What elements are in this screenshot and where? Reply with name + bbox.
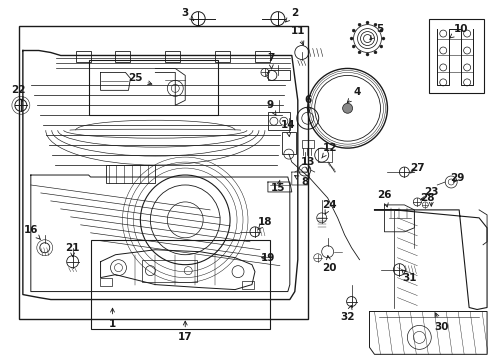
- Text: 30: 30: [433, 313, 447, 332]
- Bar: [76, 50, 90, 62]
- Text: 10: 10: [448, 24, 468, 38]
- Text: 19: 19: [260, 253, 275, 263]
- Bar: [19, 26, 307, 319]
- Bar: [142, 260, 197, 282]
- Bar: [267, 71, 289, 80]
- Text: 13: 13: [300, 157, 314, 171]
- Circle shape: [373, 23, 376, 26]
- Bar: [281, 132, 295, 154]
- Text: 3: 3: [181, 8, 193, 21]
- Circle shape: [379, 45, 382, 48]
- Text: 9: 9: [266, 100, 276, 116]
- Bar: [317, 148, 331, 162]
- Text: 6: 6: [304, 95, 311, 112]
- Bar: [267, 112, 289, 130]
- Text: 27: 27: [409, 163, 424, 173]
- Circle shape: [357, 51, 360, 54]
- Bar: [105, 165, 155, 183]
- Text: 5: 5: [369, 24, 382, 40]
- Text: 2: 2: [285, 8, 298, 22]
- Text: 32: 32: [340, 305, 354, 323]
- Text: 12: 12: [321, 143, 336, 158]
- Text: 15: 15: [270, 180, 285, 193]
- Circle shape: [366, 21, 368, 24]
- Text: 22: 22: [12, 85, 26, 102]
- Text: 26: 26: [376, 190, 391, 207]
- Text: 8: 8: [294, 176, 308, 187]
- Circle shape: [351, 29, 354, 32]
- Bar: [88, 60, 218, 115]
- Circle shape: [366, 53, 368, 56]
- Text: 23: 23: [423, 187, 438, 206]
- Text: 24: 24: [322, 200, 336, 214]
- Bar: [254, 50, 269, 62]
- Text: 4: 4: [346, 87, 361, 103]
- Circle shape: [379, 29, 382, 32]
- Text: 31: 31: [401, 270, 416, 283]
- Bar: [215, 50, 229, 62]
- Circle shape: [342, 103, 352, 113]
- Text: 25: 25: [128, 73, 152, 85]
- Bar: [90, 240, 269, 329]
- Text: 16: 16: [23, 225, 41, 239]
- Circle shape: [381, 37, 384, 40]
- Text: 28: 28: [419, 193, 434, 203]
- Circle shape: [357, 23, 360, 26]
- Circle shape: [373, 51, 376, 54]
- Text: 21: 21: [65, 243, 80, 257]
- Text: 20: 20: [322, 256, 336, 273]
- Circle shape: [349, 37, 352, 40]
- Bar: [115, 50, 130, 62]
- Circle shape: [351, 45, 354, 48]
- Bar: [428, 19, 483, 93]
- Bar: [100, 278, 111, 285]
- Text: 29: 29: [449, 173, 464, 183]
- Bar: [165, 50, 180, 62]
- Text: 14: 14: [280, 120, 295, 136]
- Text: 17: 17: [178, 321, 192, 342]
- Bar: [301, 140, 313, 148]
- Text: 18: 18: [257, 217, 272, 230]
- Text: 11: 11: [290, 26, 305, 45]
- Text: 1: 1: [109, 308, 116, 329]
- Text: 7: 7: [266, 54, 274, 69]
- Bar: [242, 280, 253, 289]
